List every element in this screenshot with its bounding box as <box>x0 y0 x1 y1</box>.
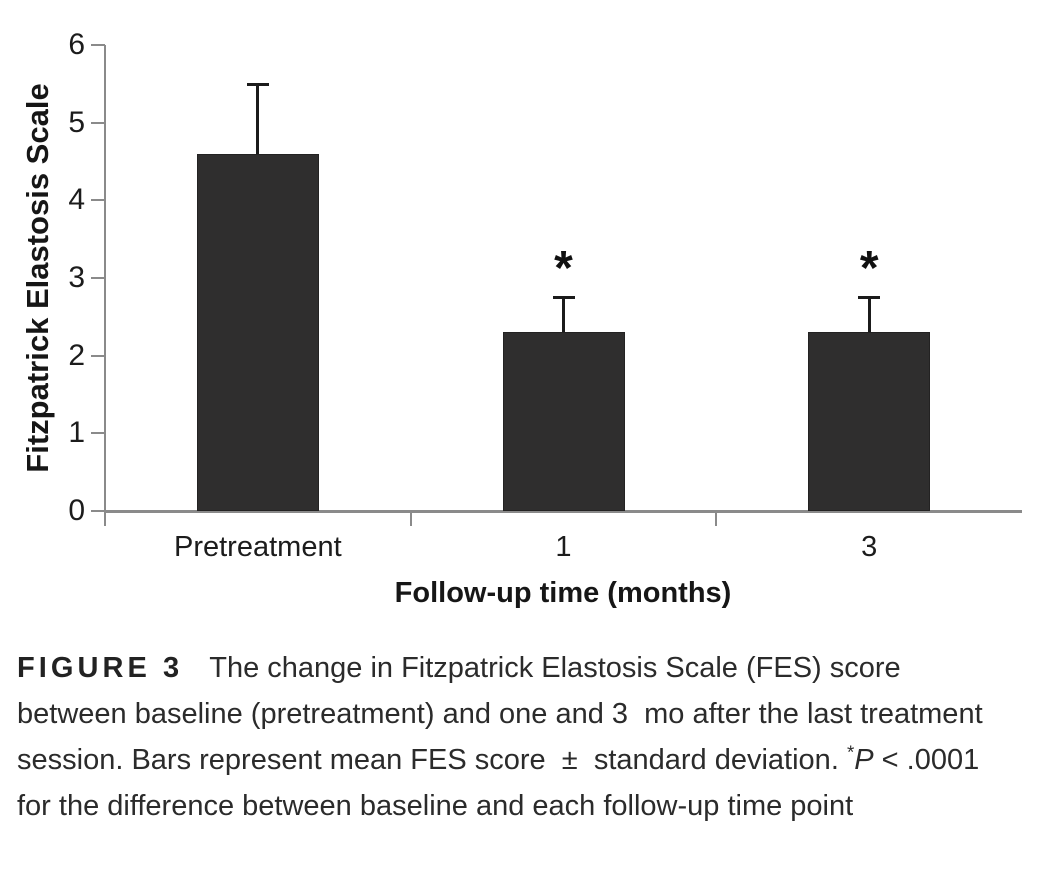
caption-p-symbol: P <box>854 744 874 776</box>
bar-3 <box>808 332 931 511</box>
error-bar-stem <box>867 297 871 333</box>
x-axis-corner-tick <box>104 513 106 526</box>
y-tick-label: 0 <box>68 494 85 527</box>
error-bar-cap <box>858 296 881 300</box>
y-tick-mark <box>91 277 105 279</box>
y-tick-mark <box>91 432 105 435</box>
x-tick-mark <box>715 513 718 526</box>
y-axis-line <box>104 45 106 525</box>
y-tick-label: 5 <box>68 105 85 139</box>
x-tick-mark <box>409 513 412 526</box>
y-tick-mark <box>91 354 105 357</box>
x-category-label: Pretreatment <box>174 531 342 563</box>
plot-area: 0 1 2 3 4 5 6 Pretreatment * 1 * 3 <box>68 28 1022 563</box>
bar-pretreatment <box>196 153 319 511</box>
error-bar-stem <box>562 297 565 333</box>
x-category-label: 1 <box>555 531 572 563</box>
error-bar-cap <box>246 82 269 86</box>
figure-number-label: FIGURE 3 <box>17 652 184 684</box>
error-bar-cap <box>552 296 575 300</box>
bar-chart: Fitzpatrick Elastosis Scale 0 1 2 3 4 5 6 Pretr… <box>20 28 1022 609</box>
y-tick-mark <box>91 510 105 512</box>
caption-text-2: < .0001 for the difference between basel… <box>17 744 980 822</box>
y-tick-mark <box>91 199 105 202</box>
y-tick-mark <box>91 121 105 124</box>
significance-asterisk: * <box>859 242 879 296</box>
error-bar-stem <box>256 83 260 154</box>
y-tick-label: 2 <box>68 338 85 372</box>
y-tick-label: 4 <box>68 183 85 217</box>
caption-text-1: The change in Fitzpatrick Elastosis Scal… <box>17 652 983 776</box>
y-tick-label: 3 <box>68 261 85 294</box>
x-axis-title: Follow-up time (months) <box>394 577 732 609</box>
significance-asterisk: * <box>554 242 573 296</box>
caption-significance-asterisk: * <box>846 741 855 763</box>
y-tick-label: 1 <box>68 416 85 450</box>
x-category-label: 3 <box>861 531 878 563</box>
bar-1 <box>502 332 625 511</box>
y-tick-label: 6 <box>68 28 85 61</box>
figure-caption: FIGURE 3 The change in Fitzpatrick Elasto… <box>17 645 1007 829</box>
y-tick-mark <box>91 44 105 46</box>
x-axis-line <box>104 510 1022 513</box>
